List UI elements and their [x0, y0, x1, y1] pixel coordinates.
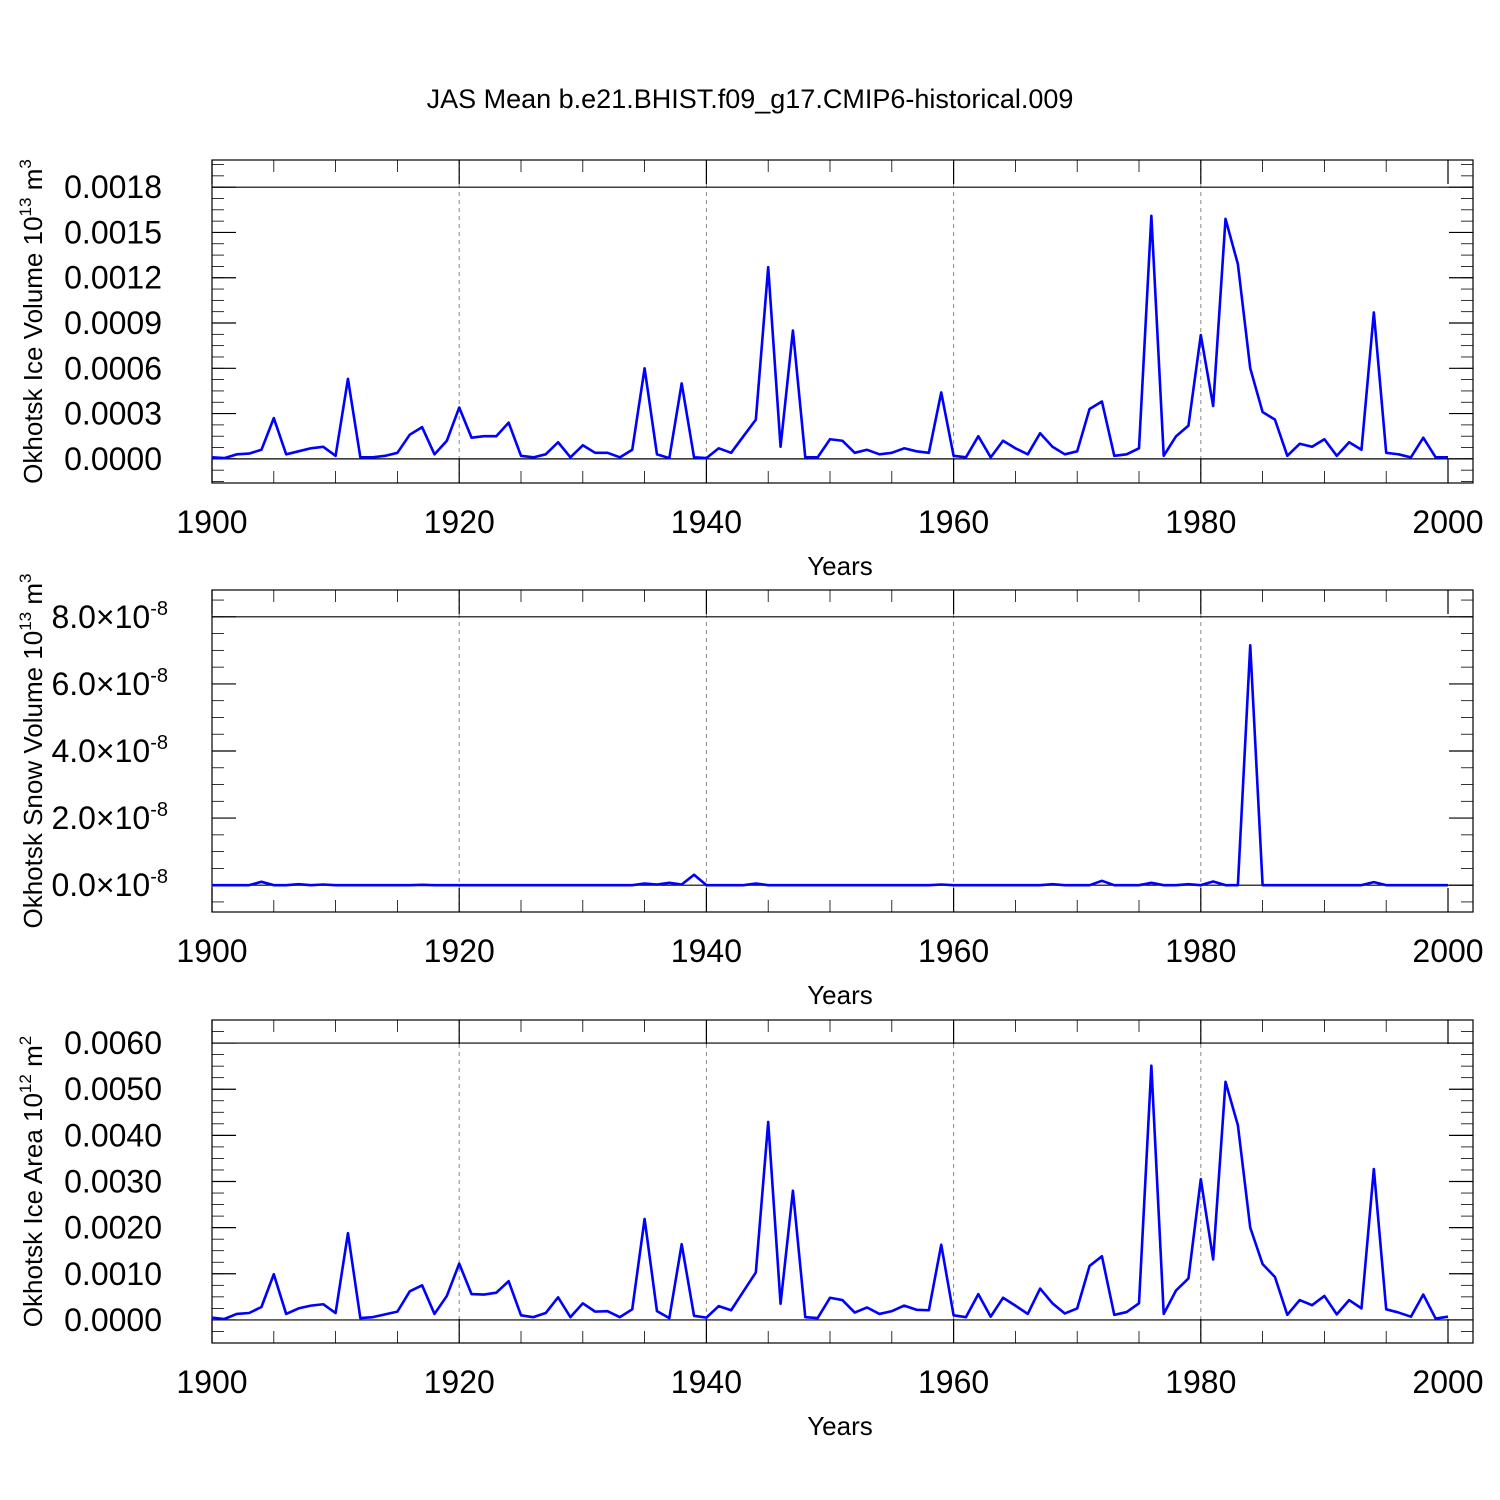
y-tick-label: 0.0060 [64, 1025, 162, 1061]
y-tick-label: 2.0×10-8 [51, 799, 168, 836]
series-line [211, 214, 1448, 460]
y-tick-label: 0.0009 [64, 305, 162, 341]
x-tick-label: 1920 [424, 933, 495, 969]
plot-frame [211, 1019, 1474, 1344]
y-tick-label: 0.0000 [64, 441, 162, 477]
y-tick-label: 4.0×10-8 [51, 732, 168, 769]
y-tick-label: 0.0006 [64, 350, 162, 386]
y-tick-label: 0.0003 [64, 396, 162, 432]
x-tick-label: 1960 [918, 933, 989, 969]
x-tick-label: 1960 [918, 1364, 989, 1400]
y-tick-label: 0.0018 [64, 169, 162, 205]
y-tick-label: 0.0015 [64, 214, 162, 250]
y-tick-label: 0.0000 [64, 1302, 162, 1338]
y-tick-label: 0.0012 [64, 260, 162, 296]
series-line [212, 644, 1448, 887]
x-tick-label: 1940 [671, 933, 742, 969]
x-tick-label: 1980 [1165, 504, 1236, 540]
y-tick-label: 0.0020 [64, 1210, 162, 1246]
chart-panel-2: 1900 1920 1940 1960 1980 2000 0.0×10-8 2.0×10-8… [16, 574, 1484, 1011]
y-tick-label: 0.0×10-8 [51, 866, 168, 903]
y-tick-label: 6.0×10-8 [51, 665, 168, 702]
y-axis-label: Okhotsk Ice Volume 1013 m3 [16, 159, 48, 484]
y-tick-label: 0.0040 [64, 1117, 162, 1153]
x-tick-label: 1940 [671, 1364, 742, 1400]
x-axis-label: Years [807, 980, 873, 1010]
plot-frame [211, 159, 1474, 484]
x-tick-label: 1960 [918, 504, 989, 540]
y-tick-label: 8.0×10-8 [51, 598, 168, 635]
y-axis-label: Okhotsk Ice Area 1012 m2 [16, 1036, 48, 1327]
y-tick-label: 0.0050 [64, 1071, 162, 1107]
x-axis-label: Years [807, 1411, 873, 1441]
x-tick-label: 1920 [424, 1364, 495, 1400]
x-tick-label: 1900 [176, 933, 247, 969]
x-tick-label: 2000 [1412, 933, 1483, 969]
series-line [211, 1064, 1449, 1321]
plot-frame [211, 589, 1474, 913]
y-axis-label: Okhotsk Snow Volume 1013 m3 [16, 574, 48, 929]
x-axis-label: Years [807, 551, 873, 581]
chart-panel-1: 1900 1920 1940 1960 1980 2000 0.0000 0.0003 0.00… [16, 159, 1484, 581]
x-tick-label: 2000 [1412, 504, 1483, 540]
x-tick-label: 1940 [671, 504, 742, 540]
x-tick-label: 1980 [1165, 933, 1236, 969]
y-tick-label: 0.0010 [64, 1256, 162, 1292]
chart-panel-3: 1900 1920 1940 1960 1980 2000 0.0000 0.0010 0.00… [16, 1019, 1484, 1441]
figure-title: JAS Mean b.e21.BHIST.f09_g17.CMIP6-histo… [427, 84, 1074, 114]
y-tick-label: 0.0030 [64, 1164, 162, 1200]
x-tick-label: 1900 [176, 1364, 247, 1400]
x-tick-label: 1920 [424, 504, 495, 540]
x-tick-label: 1980 [1165, 1364, 1236, 1400]
x-tick-label: 1900 [176, 504, 247, 540]
x-tick-label: 2000 [1412, 1364, 1483, 1400]
